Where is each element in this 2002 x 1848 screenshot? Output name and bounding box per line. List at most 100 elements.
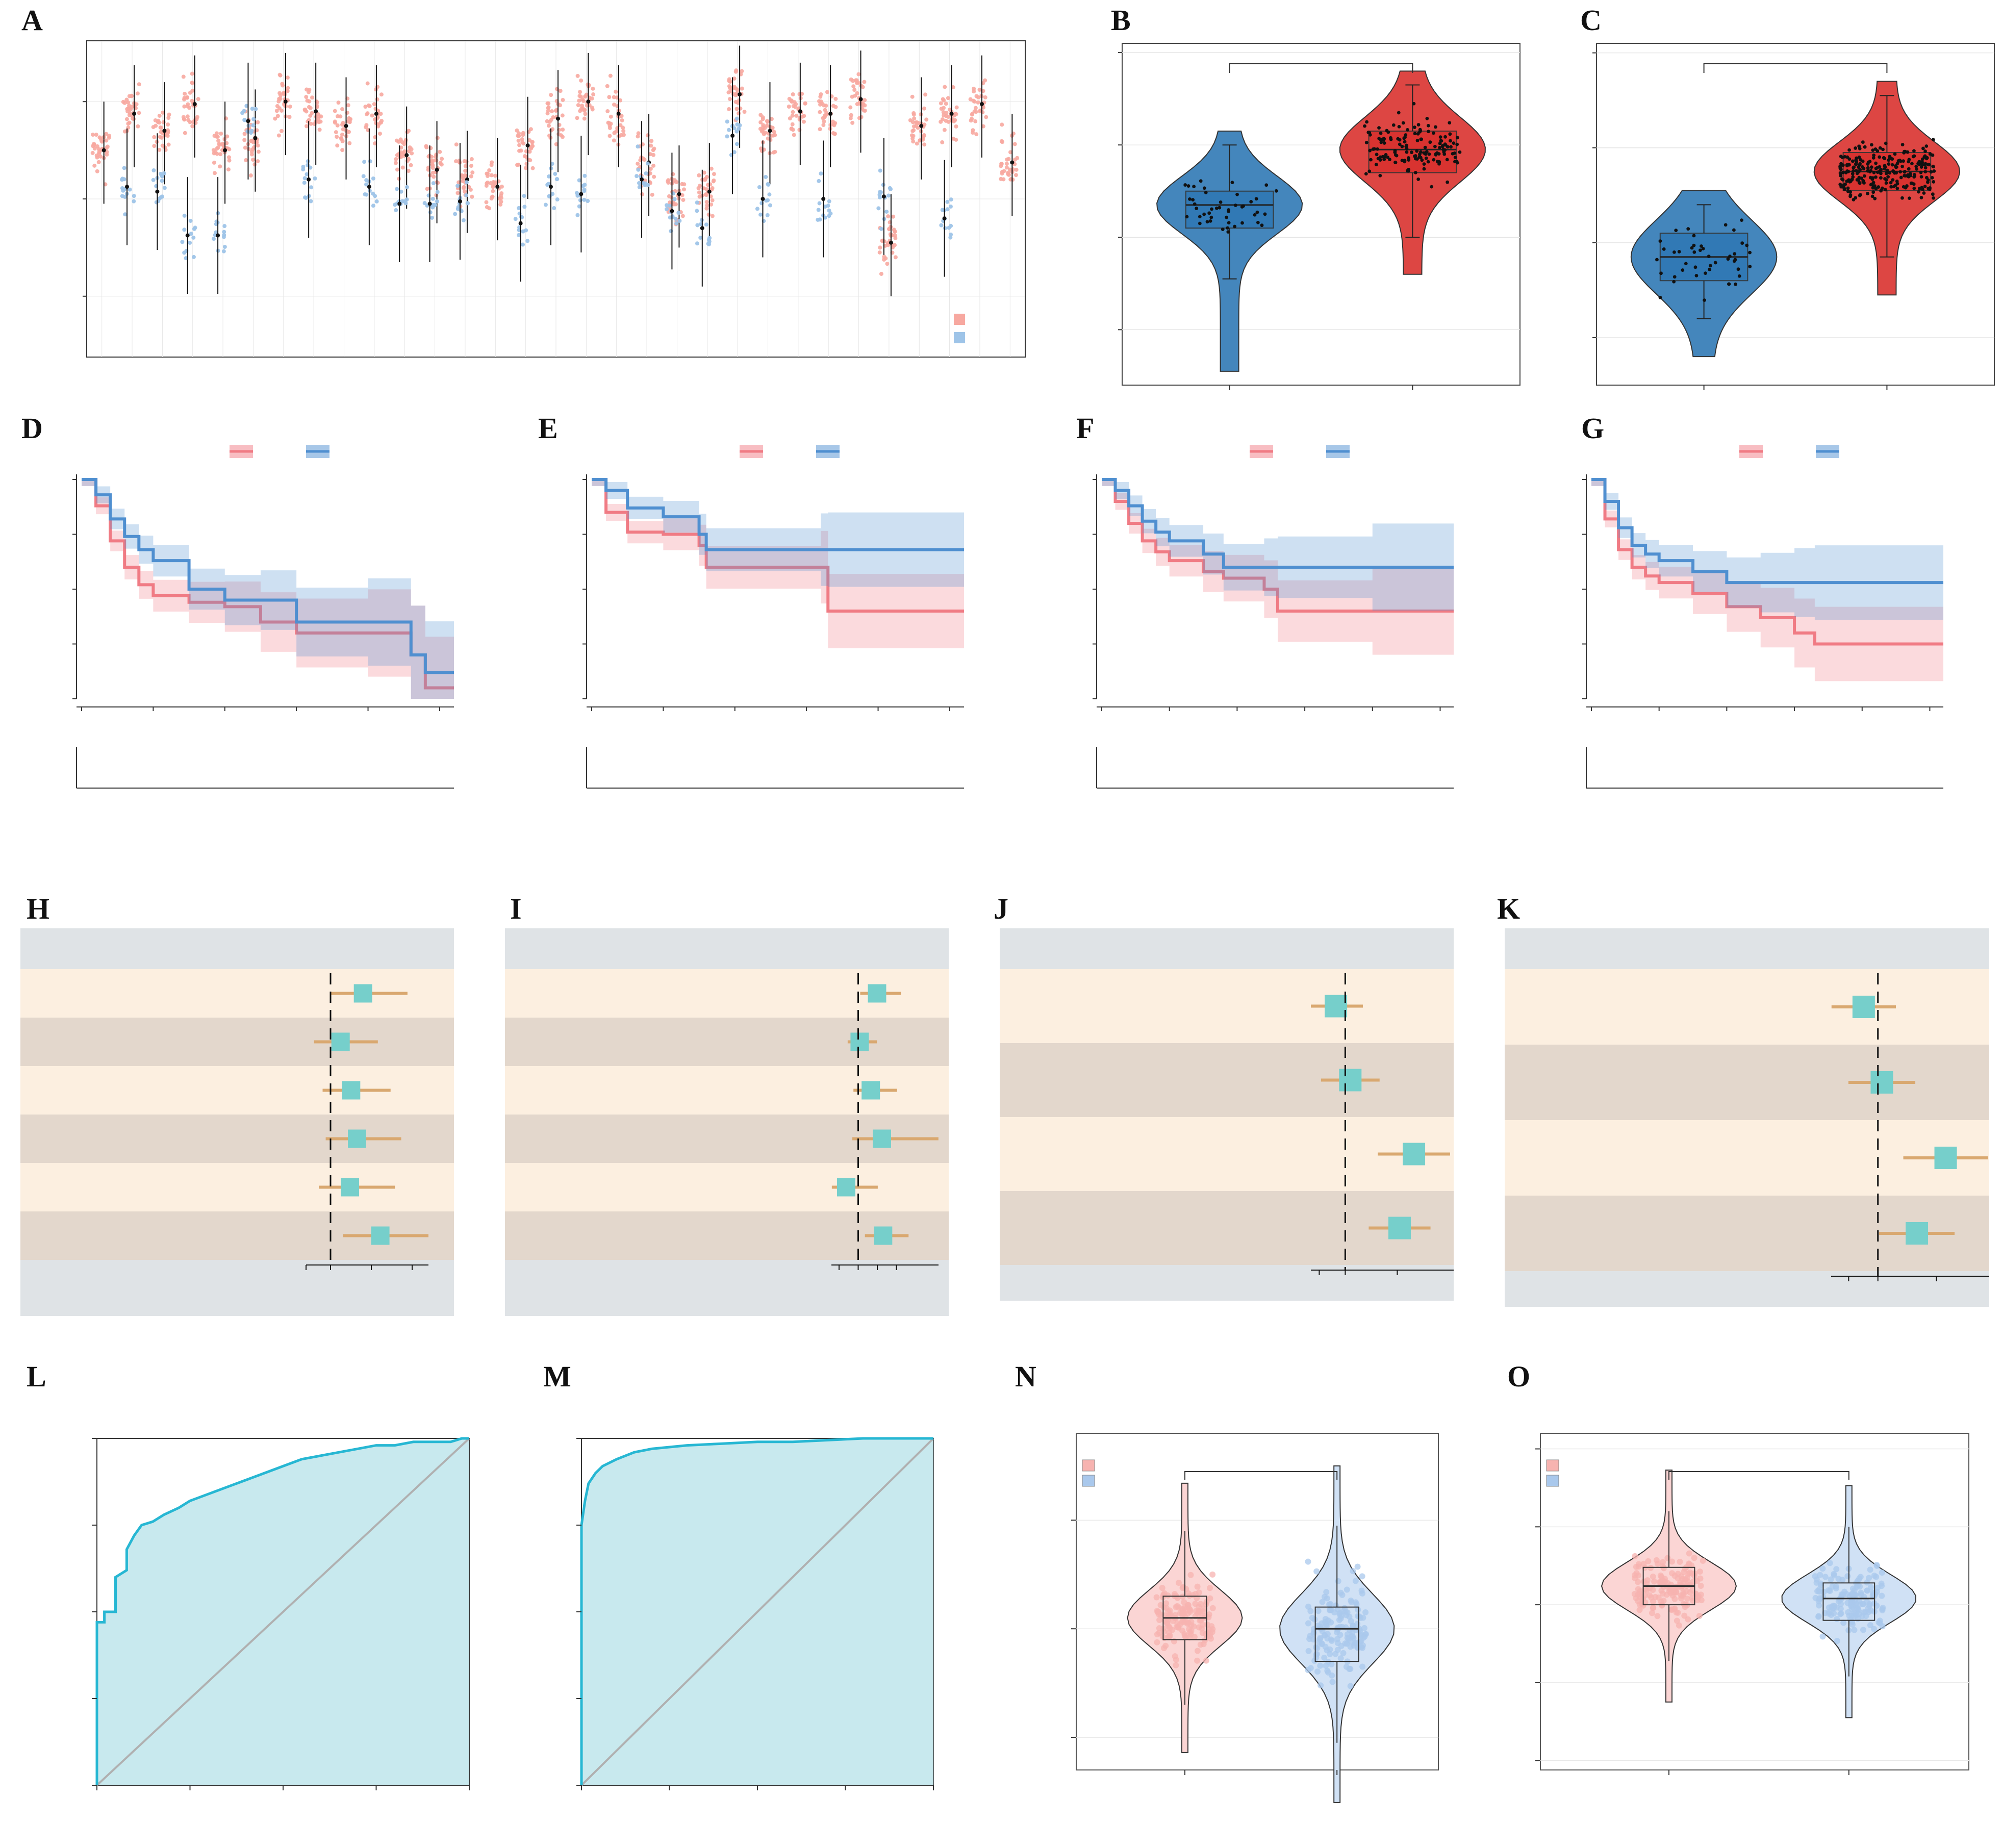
chart-m-roc-tcga-oscc bbox=[576, 1437, 934, 1790]
forest-header-bg bbox=[1505, 928, 1989, 969]
data-point-tumor bbox=[652, 146, 656, 151]
data-point bbox=[1859, 158, 1862, 162]
data-point bbox=[1157, 1602, 1164, 1608]
data-point-normal bbox=[151, 178, 156, 182]
data-point bbox=[1863, 145, 1867, 149]
data-point bbox=[1672, 280, 1676, 284]
data-point bbox=[1727, 282, 1731, 286]
data-point bbox=[1362, 1609, 1369, 1616]
data-point bbox=[1919, 175, 1923, 179]
data-point-tumor bbox=[860, 85, 865, 89]
data-point-tumor bbox=[640, 192, 645, 196]
median-normal bbox=[185, 233, 190, 238]
data-point bbox=[1868, 175, 1872, 180]
data-point-normal bbox=[698, 235, 703, 240]
data-point bbox=[1920, 163, 1924, 167]
data-point bbox=[1405, 150, 1409, 154]
median-tumor bbox=[949, 112, 954, 116]
median-normal bbox=[155, 189, 160, 194]
data-point-tumor bbox=[681, 187, 686, 192]
data-point bbox=[1221, 227, 1225, 232]
data-point-tumor bbox=[742, 110, 747, 114]
data-point bbox=[1443, 142, 1447, 146]
data-point-tumor bbox=[395, 167, 399, 172]
hr-marker bbox=[353, 984, 372, 1003]
data-point-tumor bbox=[608, 73, 613, 78]
data-point bbox=[1816, 1595, 1823, 1602]
median-tumor bbox=[828, 112, 833, 116]
data-point-tumor bbox=[491, 189, 495, 193]
data-point bbox=[1912, 186, 1916, 190]
data-point bbox=[1849, 1618, 1856, 1625]
data-point bbox=[1660, 1563, 1666, 1569]
data-point bbox=[1446, 145, 1450, 149]
data-point bbox=[1833, 1566, 1840, 1573]
data-point bbox=[1352, 1578, 1359, 1584]
data-point-tumor bbox=[335, 143, 340, 148]
data-point bbox=[1356, 1626, 1362, 1632]
data-point bbox=[1415, 157, 1419, 161]
data-point bbox=[1877, 1617, 1883, 1624]
data-point bbox=[1707, 255, 1711, 259]
data-point-tumor bbox=[787, 104, 791, 109]
data-point bbox=[1438, 145, 1441, 149]
data-point-tumor bbox=[954, 137, 958, 142]
data-point-normal bbox=[221, 249, 226, 254]
data-point-tumor bbox=[704, 174, 709, 179]
hr-marker bbox=[1388, 1217, 1411, 1239]
data-point-tumor bbox=[636, 134, 640, 139]
data-point bbox=[1879, 167, 1883, 171]
data-point-tumor bbox=[762, 132, 766, 136]
data-point-normal bbox=[431, 181, 436, 186]
data-point-normal bbox=[727, 128, 731, 132]
data-point-normal bbox=[435, 199, 439, 204]
data-point bbox=[1855, 171, 1859, 175]
data-point bbox=[1862, 174, 1866, 178]
km-curve-high bbox=[1102, 478, 1454, 613]
data-point bbox=[1226, 230, 1230, 234]
data-point-normal bbox=[188, 218, 193, 223]
data-point bbox=[1185, 215, 1189, 219]
data-point bbox=[1914, 164, 1918, 168]
data-point bbox=[1664, 1555, 1671, 1561]
data-point-normal bbox=[430, 215, 435, 220]
data-point-tumor bbox=[340, 107, 345, 111]
data-point-normal bbox=[308, 165, 313, 170]
data-point-normal bbox=[160, 179, 164, 183]
data-point bbox=[1869, 165, 1873, 169]
data-point bbox=[1819, 1633, 1826, 1640]
data-point-tumor bbox=[190, 81, 194, 85]
data-point bbox=[1867, 1566, 1873, 1573]
data-point-normal bbox=[734, 129, 739, 134]
panel-letter-D: D bbox=[21, 412, 43, 445]
data-point-normal bbox=[582, 173, 587, 178]
data-point-tumor bbox=[250, 139, 255, 143]
data-point-normal bbox=[453, 212, 458, 216]
data-point-normal bbox=[582, 197, 587, 202]
data-point bbox=[1208, 219, 1212, 223]
data-point bbox=[1839, 173, 1843, 178]
km-curve-low bbox=[1102, 478, 1454, 569]
data-point bbox=[1658, 295, 1662, 299]
data-point-tumor bbox=[275, 114, 280, 118]
data-point-tumor bbox=[308, 113, 313, 118]
data-point-normal bbox=[132, 199, 136, 204]
data-point bbox=[1425, 117, 1429, 120]
data-point-normal bbox=[513, 217, 518, 221]
data-point bbox=[1816, 1602, 1822, 1609]
data-point bbox=[1326, 1607, 1333, 1613]
data-point-tumor bbox=[334, 130, 338, 135]
legend-swatch bbox=[1082, 1459, 1095, 1472]
data-point-normal bbox=[879, 226, 883, 231]
data-point bbox=[1393, 153, 1398, 157]
data-point bbox=[1903, 174, 1907, 178]
data-point-tumor bbox=[219, 131, 223, 136]
data-point-tumor bbox=[394, 157, 398, 162]
data-point bbox=[1889, 185, 1893, 189]
data-point-tumor bbox=[769, 117, 774, 121]
data-point-normal bbox=[554, 177, 559, 182]
data-point-tumor bbox=[977, 109, 982, 113]
data-point-normal bbox=[766, 182, 771, 187]
data-point-tumor bbox=[285, 89, 290, 93]
data-point bbox=[1840, 1619, 1847, 1626]
